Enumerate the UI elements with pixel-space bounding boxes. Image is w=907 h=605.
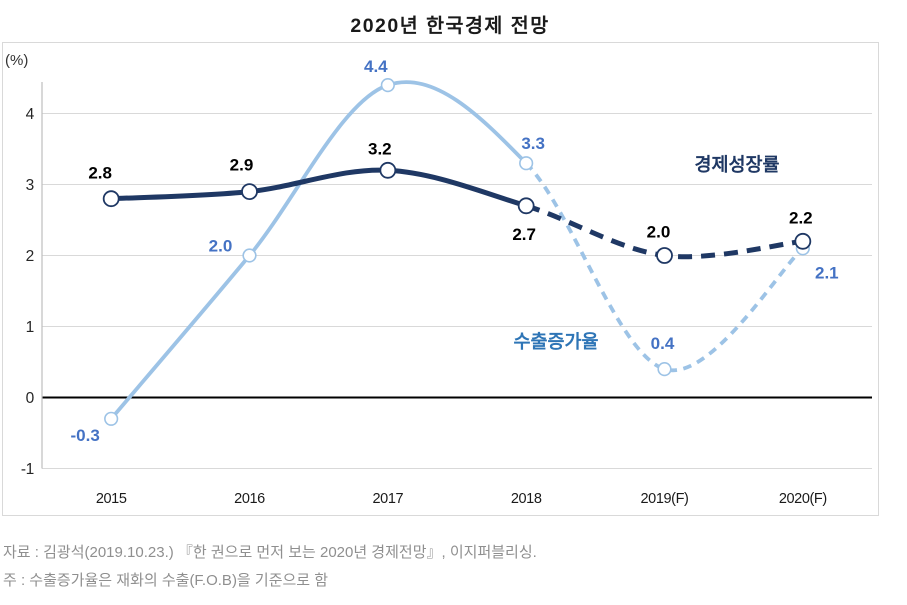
- y-tick-label: 2: [26, 248, 34, 265]
- series-line-solid: [109, 80, 529, 421]
- data-point-label: 2.2: [789, 208, 813, 227]
- data-point-label: 2.0: [647, 223, 671, 242]
- series-name-label: 수출증가율: [513, 331, 598, 352]
- note-text: 주 : 수출증가율은 재화의 수출(F.O.B)을 기준으로 함: [3, 572, 329, 589]
- series-layer: [102, 77, 812, 426]
- x-tick-label: 2016: [234, 491, 265, 507]
- data-point-marker: [241, 183, 258, 201]
- data-point-marker: [104, 411, 119, 426]
- y-tick-label: 4: [26, 106, 35, 123]
- x-tick-label: 2015: [96, 491, 127, 507]
- series-name-label: 경제성장률: [694, 154, 779, 175]
- series-line-solid: [108, 167, 529, 209]
- data-point-label: -0.3: [71, 426, 100, 445]
- label-layer: -0.3 2.0 4.4 3.3 0.4 2.1 수출증가율 2.8 2.9 3.2 2.7 2.0 2…: [71, 57, 839, 445]
- y-tick-label: 0: [26, 390, 35, 407]
- chart-panel-border: [2, 42, 879, 516]
- data-point-label: 3.3: [521, 134, 545, 153]
- x-tick-label: 2019(F): [641, 491, 689, 507]
- data-point-marker: [794, 232, 812, 250]
- data-point-label: 2.7: [512, 225, 536, 244]
- chart-title: 2020년 한국경제 전망: [350, 15, 550, 37]
- data-point-marker: [519, 156, 534, 171]
- data-point-label: 3.2: [368, 139, 392, 158]
- data-point-label: 0.4: [651, 334, 675, 353]
- x-tick-label: 2017: [372, 491, 403, 507]
- data-point-marker: [656, 247, 673, 264]
- data-point-marker: [379, 161, 397, 179]
- y-axis-unit-label: (%): [5, 52, 29, 69]
- data-point-marker: [380, 77, 395, 93]
- data-point-marker: [517, 197, 535, 215]
- data-point-label: 2.9: [230, 156, 254, 175]
- source-text: 자료 : 김광석(2019.10.23.) 『한 권으로 먼저 보는 2020년…: [3, 544, 537, 561]
- x-tick-label: 2018: [511, 491, 542, 507]
- data-point-marker: [102, 190, 120, 208]
- y-tick-label: -1: [21, 461, 34, 478]
- grid-layer: 4 3 2 1 0 -1 2015 2016 2017 2018 2019(F) 2020(F): [21, 82, 872, 507]
- y-tick-label: 3: [26, 177, 34, 194]
- x-tick-label: 2020(F): [779, 491, 827, 507]
- data-point-label: 2.1: [815, 263, 839, 282]
- y-tick-label: 1: [26, 319, 34, 336]
- data-point-label: 4.4: [364, 57, 388, 76]
- data-point-label: 2.8: [88, 164, 112, 183]
- data-point-marker: [657, 362, 672, 377]
- data-point-marker: [242, 248, 257, 263]
- chart-footnotes: 자료 : 김광석(2019.10.23.) 『한 권으로 먼저 보는 2020년…: [3, 539, 537, 595]
- data-point-label: 2.0: [209, 237, 233, 256]
